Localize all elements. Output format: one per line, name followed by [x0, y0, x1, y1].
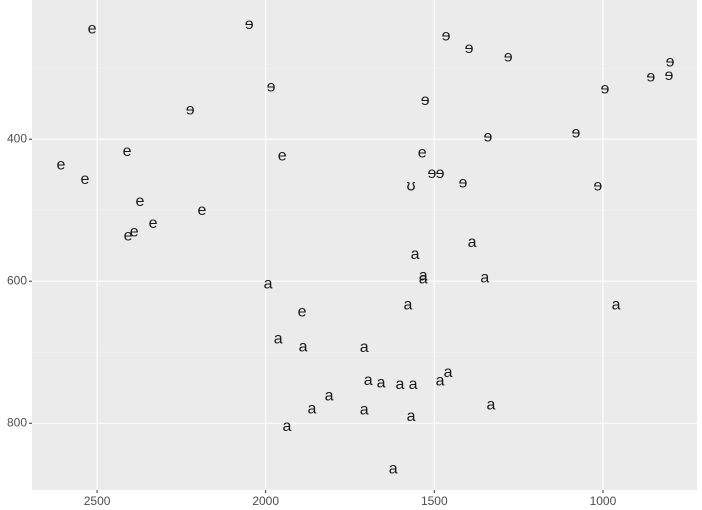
point-label: a [274, 331, 283, 348]
point-label: a [395, 376, 404, 393]
point-label: a [282, 418, 291, 435]
point-label: ɘ [666, 54, 675, 71]
point-label: e [123, 143, 132, 160]
point-label: ɘ [646, 69, 655, 86]
point-label: a [360, 402, 369, 419]
y-tick-label: 400 [7, 131, 27, 145]
point-label: ʊ [406, 177, 415, 194]
point-label: a [436, 373, 445, 390]
point-label: a [487, 397, 496, 414]
panel [32, 0, 697, 490]
point-label: ɘ [504, 49, 513, 66]
point-label: ɘ [421, 92, 430, 109]
x-tick-label: 1000 [590, 494, 617, 508]
point-label: e [278, 147, 287, 164]
point-label: ɘ [459, 174, 468, 191]
point-label: ɘ [186, 101, 195, 118]
point-label: ɘ [483, 128, 492, 145]
point-label: e [135, 193, 144, 210]
point-label: ɘ [571, 125, 580, 142]
point-label: a [409, 376, 418, 393]
point-label: a [325, 387, 334, 404]
x-tick-label: 2500 [84, 494, 111, 508]
point-label: ɘ [267, 79, 276, 96]
point-label: a [407, 408, 416, 425]
point-label: e [124, 228, 133, 245]
x-tick-label: 1500 [421, 494, 448, 508]
point-label: e [298, 304, 307, 321]
point-label: e [198, 202, 207, 219]
x-tick-label: 2000 [252, 494, 279, 508]
point-label: a [360, 339, 369, 356]
point-label: a [299, 338, 308, 355]
point-label: a [389, 461, 398, 478]
point-label: ɘ [427, 165, 436, 182]
point-label: a [377, 375, 386, 392]
point-label: e [57, 157, 66, 174]
point-label: a [411, 246, 420, 263]
point-label: e [88, 20, 97, 37]
point-label: a [264, 275, 273, 292]
point-label: a [468, 234, 477, 251]
point-label: a [444, 364, 453, 381]
point-label: e [130, 223, 139, 240]
point-label: a [307, 400, 316, 417]
point-label: ɘ [436, 165, 445, 182]
point-label: a [364, 372, 373, 389]
point-label: a [419, 270, 428, 287]
point-label: ɘ [442, 27, 451, 44]
point-label: e [149, 215, 158, 232]
point-label: e [80, 171, 89, 188]
y-tick-label: 600 [7, 273, 27, 287]
point-label: a [419, 267, 428, 284]
point-label: a [404, 297, 413, 314]
point-label: a [480, 270, 489, 287]
y-tick-label: 800 [7, 415, 27, 429]
point-label: ɘ [665, 67, 674, 84]
point-label: ɘ [593, 177, 602, 194]
point-label: ɘ [245, 16, 254, 33]
point-label: e [418, 145, 427, 162]
point-label: a [612, 297, 621, 314]
point-label: ɘ [465, 40, 474, 57]
point-label: ɘ [600, 81, 609, 98]
